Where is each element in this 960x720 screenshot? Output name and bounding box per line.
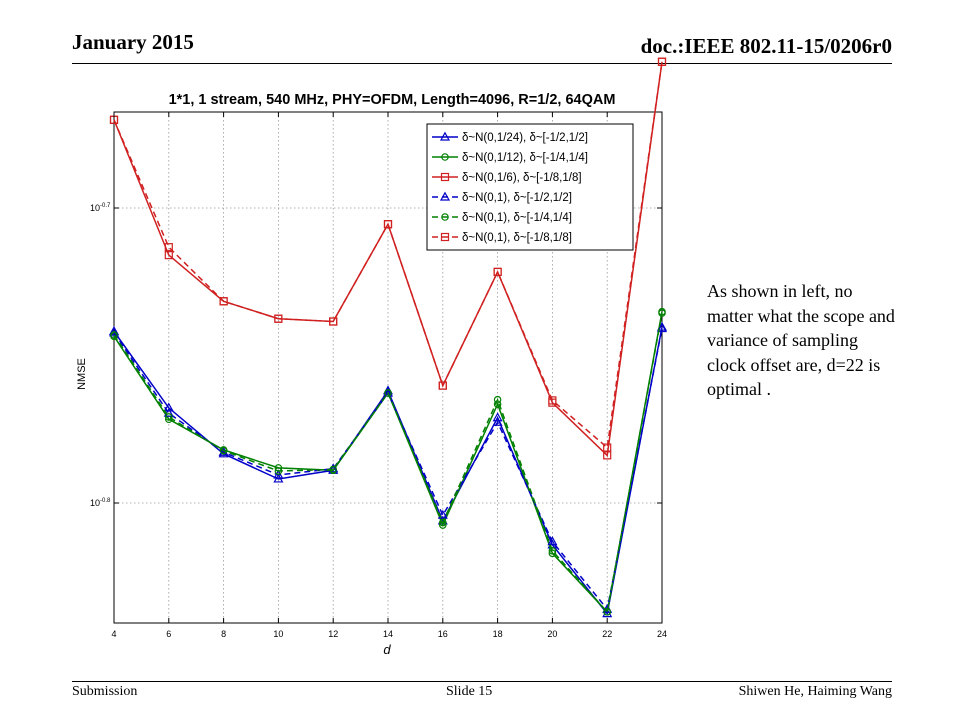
series-line: [113, 61, 663, 457]
data-point-marker: [493, 395, 502, 404]
x-tick-label: 16: [438, 629, 448, 639]
data-point-marker: [602, 608, 613, 618]
data-point-marker: [110, 331, 118, 339]
footer-rule: [72, 681, 892, 682]
data-point-marker: [163, 407, 174, 417]
data-point-marker: [492, 416, 503, 426]
y-tick-label: 10-0.8: [90, 498, 111, 508]
data-point-marker: [441, 213, 449, 221]
series-5: [110, 309, 666, 616]
data-point-marker: [603, 608, 612, 616]
data-point-marker: [164, 251, 173, 260]
data-point-marker: [383, 220, 393, 229]
footer-submission: Submission: [72, 684, 138, 699]
legend: δ~N(0,1/24), δ~[-1/2,1/2] δ~N(0,1/12), δ~…: [426, 123, 634, 251]
data-point-marker: [658, 309, 666, 317]
data-point-marker: [329, 317, 338, 326]
data-point-marker: [548, 396, 557, 405]
x-tick-label: 12: [328, 629, 338, 639]
x-tick-label: 22: [602, 629, 612, 639]
data-point-marker: [165, 413, 173, 421]
data-point-marker: [440, 172, 450, 182]
footer-authors: Shiwen He, Haiming Wang: [738, 684, 892, 699]
x-tick-label: 10: [273, 629, 283, 639]
x-tick-label: 24: [657, 629, 667, 639]
chart-title: 1*1, 1 stream, 540 MHz, PHY=OFDM, Length…: [169, 92, 616, 108]
data-point-marker: [656, 323, 668, 333]
series-layer: [108, 57, 668, 618]
legend-entry: δ~N(0,1), δ~[-1/2,1/2]: [432, 191, 572, 204]
y-tick-label: 10-0.7: [90, 203, 111, 213]
data-point-marker: [108, 325, 120, 335]
data-point-marker: [441, 153, 449, 161]
x-tick-label: 6: [166, 629, 171, 639]
legend-label: δ~N(0,1), δ~[-1/2,1/2]: [462, 192, 572, 204]
axis-ticks: 4 6 8 10 12 14 16 18 20 22 24 10-0.7 10-0.8: [90, 112, 667, 639]
x-tick-label: 20: [547, 629, 557, 639]
x-tick-label: 4: [111, 629, 116, 639]
data-point-marker: [274, 314, 283, 323]
data-point-marker: [603, 443, 612, 452]
data-point-marker: [548, 547, 557, 555]
data-point-marker: [219, 297, 228, 306]
legend-entry: δ~N(0,1/6), δ~[-1/8,1/8]: [432, 172, 582, 184]
series-line: [113, 61, 663, 450]
data-point-marker: [657, 57, 667, 66]
legend-entry: δ~N(0,1/24), δ~[-1/2,1/2]: [432, 131, 588, 144]
legend-entry: δ~N(0,1), δ~[-1/8,1/8]: [432, 232, 572, 244]
series-line: [113, 312, 663, 614]
data-point-marker: [438, 518, 447, 527]
data-point-marker: [440, 232, 450, 242]
data-point-marker: [547, 536, 558, 546]
data-point-marker: [219, 446, 228, 455]
data-point-marker: [273, 469, 284, 479]
header-doc-id: doc.:IEEE 802.11-15/0206r0: [640, 34, 892, 58]
data-point-marker: [493, 267, 502, 277]
data-point-marker: [163, 402, 174, 412]
data-point-marker: [603, 451, 612, 460]
header-date: January 2015: [72, 30, 194, 54]
legend-label: δ~N(0,1), δ~[-1/8,1/8]: [462, 232, 572, 244]
data-point-marker: [164, 243, 173, 252]
legend-entry: δ~N(0,1), δ~[-1/4,1/4]: [432, 212, 572, 224]
legend-label: δ~N(0,1/6), δ~[-1/8,1/8]: [462, 172, 582, 184]
legend-box: [426, 123, 634, 251]
x-tick-label: 14: [383, 629, 393, 639]
data-point-marker: [492, 412, 503, 422]
x-tick-label: 8: [221, 629, 226, 639]
data-point-marker: [384, 389, 392, 397]
data-point-marker: [439, 191, 451, 201]
footer-slide-number: Slide 15: [446, 684, 493, 699]
data-point-marker: [328, 463, 339, 473]
x-axis-label: d: [383, 642, 391, 657]
data-point-marker: [274, 467, 283, 475]
y-axis-label: NMSE: [76, 358, 88, 390]
observation-note: As shown in left, no matter what the sco…: [707, 281, 895, 399]
legend-entry: δ~N(0,1/12), δ~[-1/4,1/4]: [432, 152, 588, 164]
data-point-marker: [439, 131, 451, 141]
data-point-marker: [438, 381, 447, 390]
legend-label: δ~N(0,1), δ~[-1/4,1/4]: [462, 212, 572, 224]
series-6: [109, 57, 667, 452]
legend-label: δ~N(0,1/12), δ~[-1/4,1/4]: [462, 152, 588, 164]
data-point-marker: [329, 465, 338, 474]
legend-label: δ~N(0,1/24), δ~[-1/2,1/2]: [462, 132, 588, 144]
header-rule: [72, 63, 892, 64]
data-point-marker: [437, 509, 448, 519]
x-tick-label: 18: [493, 629, 503, 639]
